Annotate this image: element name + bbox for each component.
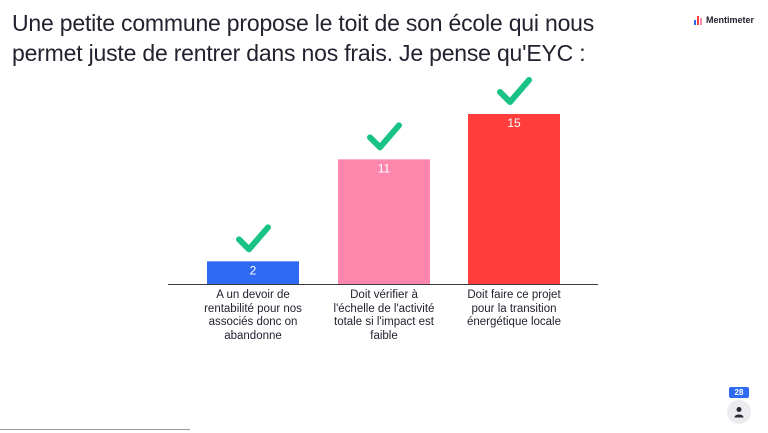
mentimeter-bars-icon bbox=[693, 15, 702, 25]
person-icon bbox=[734, 407, 744, 418]
correct-check-icon-1 bbox=[236, 224, 271, 253]
category-label-3: Doit faire ce projet pour la transition … bbox=[467, 289, 561, 328]
bar-3 bbox=[468, 114, 560, 284]
audience-widget[interactable]: 28 bbox=[726, 387, 752, 427]
correct-check-icon-2 bbox=[367, 122, 402, 151]
brand-name: Mentimeter bbox=[705, 15, 754, 25]
mentimeter-brand: Mentimeter bbox=[693, 15, 754, 25]
audience-count-badge: 28 bbox=[729, 387, 749, 398]
category-label-1: A un devoir de rentabilité pour nos asso… bbox=[204, 289, 302, 342]
audience-button[interactable] bbox=[727, 400, 751, 424]
bottom-divider bbox=[0, 429, 190, 430]
bar-value-label-3: 15 bbox=[507, 116, 521, 130]
bar-value-label-1: 2 bbox=[250, 263, 257, 277]
bar-2 bbox=[338, 159, 430, 284]
correct-check-icon-3 bbox=[497, 77, 532, 105]
bar-1 bbox=[207, 261, 299, 284]
bar-value-label-2: 11 bbox=[378, 161, 391, 175]
question-title: Une petite commune propose le toit de so… bbox=[12, 10, 595, 66]
category-label-2: Doit vérifier à l'échelle de l'activité … bbox=[333, 289, 435, 342]
